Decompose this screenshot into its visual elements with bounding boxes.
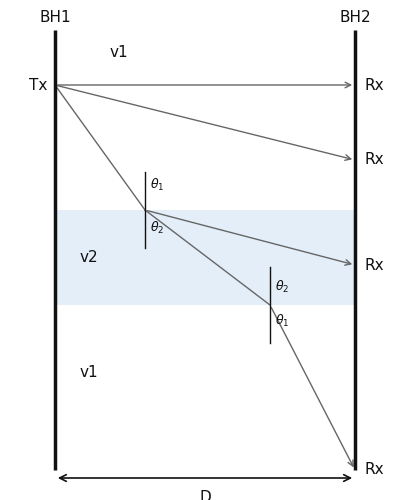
Text: v1: v1 [80, 365, 99, 380]
Text: Rx: Rx [365, 152, 385, 168]
Text: $\theta_2$: $\theta_2$ [275, 279, 289, 295]
Text: $\theta_2$: $\theta_2$ [150, 220, 164, 236]
Text: $\theta_1$: $\theta_1$ [275, 313, 289, 329]
Text: $\theta_1$: $\theta_1$ [150, 177, 164, 193]
Text: Tx: Tx [29, 78, 47, 92]
Text: Rx: Rx [365, 462, 385, 477]
Text: BH1: BH1 [39, 10, 71, 25]
Bar [55, 210, 355, 305]
Text: Rx: Rx [365, 258, 385, 272]
Text: D: D [199, 490, 211, 500]
Text: v1: v1 [110, 45, 129, 60]
Text: v2: v2 [80, 250, 99, 265]
Text: Rx: Rx [365, 78, 385, 92]
Text: BH2: BH2 [339, 10, 371, 25]
